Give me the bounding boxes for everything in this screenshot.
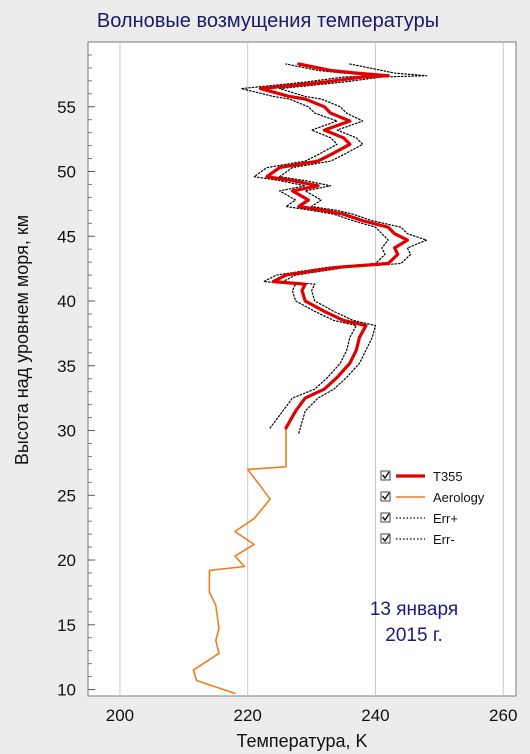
series-line-err-	[240, 63, 389, 429]
x-tick-labels: 200 220 240 260	[106, 706, 518, 725]
y-tick-label-30: 30	[57, 422, 76, 441]
x-tick-label-240: 240	[361, 706, 389, 725]
y-tick-label-55: 55	[57, 98, 76, 117]
y-tick-label-15: 15	[57, 616, 76, 635]
x-tick-label-260: 260	[489, 706, 517, 725]
legend-checkbox-err-	[380, 512, 391, 523]
x-tick-label-220: 220	[234, 706, 262, 725]
y-axis-label: Высота над уровнем моря, км	[12, 215, 32, 465]
y-tick-label-35: 35	[57, 357, 76, 376]
legend-label-aerology: Aerology	[433, 490, 485, 505]
legend-checkmark-icon-aerology	[381, 492, 390, 501]
y-tick-label-50: 50	[57, 163, 76, 182]
legend-checkbox-err-	[380, 533, 391, 544]
date-annotation-line-1: 13 января	[370, 599, 458, 620]
y-minor-ticks	[88, 54, 92, 678]
y-tick-label-10: 10	[57, 681, 76, 700]
y-tick-labels: 10 15 20 25 30 35 40 45 50 55	[57, 98, 95, 700]
legend-label-err-: Err+	[433, 511, 458, 526]
legend-checkmark-icon-err-	[381, 513, 390, 522]
y-tick-label-45: 45	[57, 227, 76, 246]
series-line-aerology	[192, 427, 287, 695]
plot-area	[87, 41, 517, 697]
legend-label-err-: Err-	[433, 532, 455, 547]
x-tick-label-200: 200	[106, 706, 134, 725]
gridlines	[119, 42, 504, 696]
series-line-t355	[258, 62, 409, 430]
legend-checkbox-aerology	[380, 491, 391, 502]
y-tick-label-20: 20	[57, 551, 76, 570]
series-lines	[192, 62, 428, 695]
y-tick-label-40: 40	[57, 292, 76, 311]
x-axis-label: Температура, K	[236, 731, 367, 751]
date-annotation-line-2: 2015 г.	[385, 625, 442, 646]
series-line-err-	[279, 63, 428, 434]
legend: T355 Aerology Err+ Err-	[380, 469, 485, 547]
legend-checkbox-t355	[380, 470, 391, 481]
legend-checkmark-icon-err-	[381, 534, 390, 543]
legend-label-t355: T355	[433, 469, 463, 484]
chart-title: Волновые возмущения температуры	[97, 10, 439, 32]
y-tick-label-25: 25	[57, 486, 76, 505]
legend-checkmark-icon-t355	[381, 471, 390, 480]
